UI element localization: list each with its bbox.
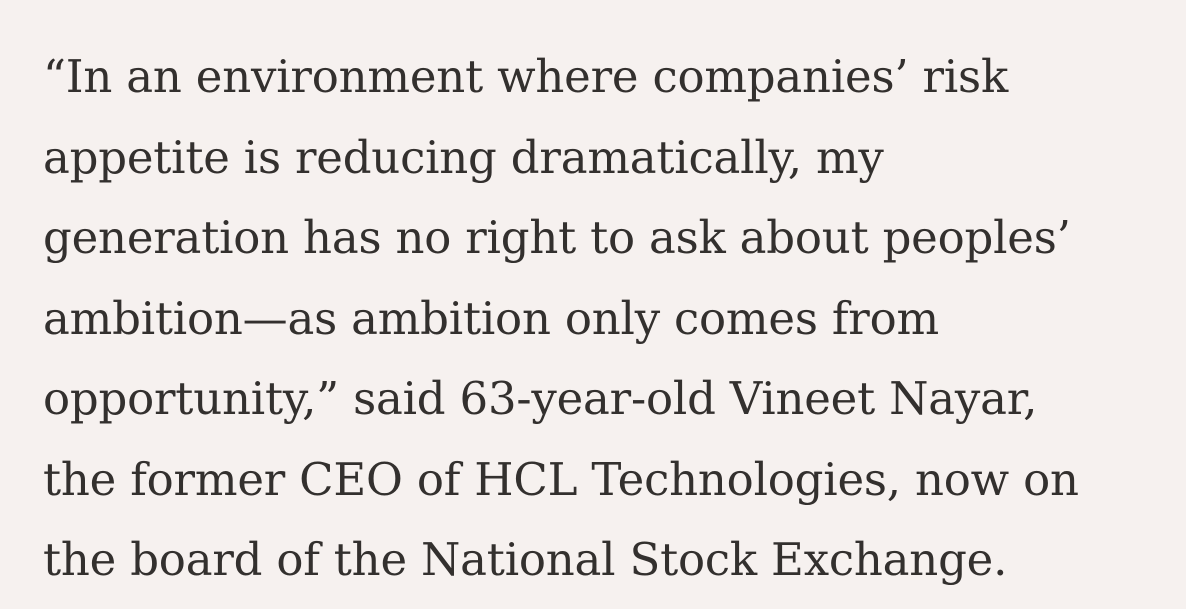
paragraph-line: generation has no right to ask about peo… (43, 211, 1071, 264)
paragraph-line: appetite is reducing dramatically, my (43, 130, 884, 184)
paragraph-line: opportunity,” said 63-year-old Vineet Na… (43, 372, 1038, 425)
paragraph-line: the board of the National Stock Exchange… (43, 533, 1008, 586)
quote-paragraph: “In an environment where companies’ risk… (43, 37, 1166, 601)
paragraph-line: ambition—as ambition only comes from (43, 291, 939, 345)
paragraph-line: the former CEO of HCL Technologies, now … (43, 452, 1079, 506)
paragraph-line: “In an environment where companies’ risk (43, 50, 1009, 103)
